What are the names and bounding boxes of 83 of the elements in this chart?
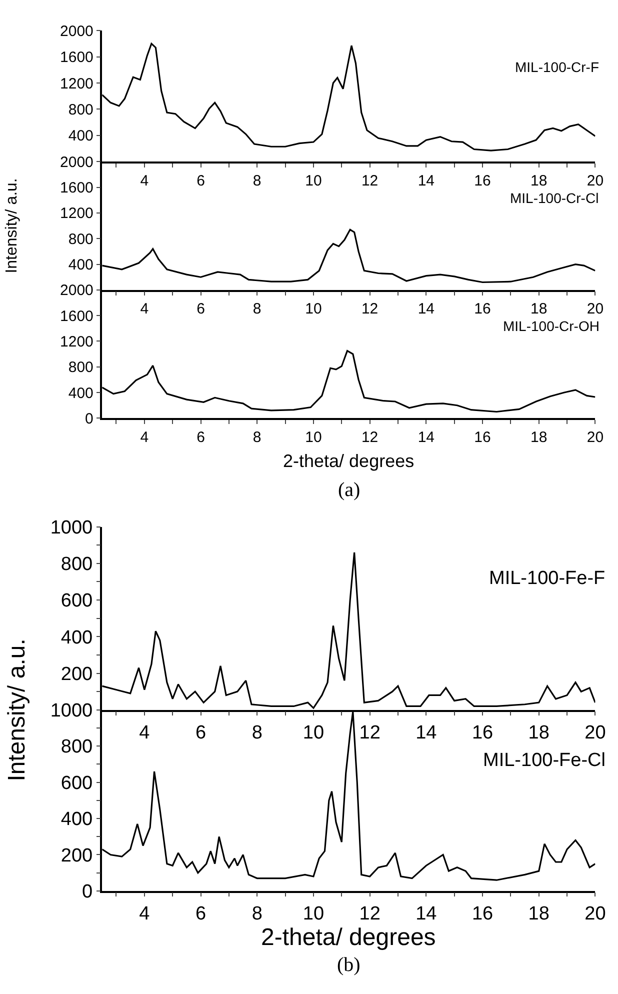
x-axis-title: 2-theta/ degrees xyxy=(283,451,414,471)
x-tick-label: 6 xyxy=(196,428,205,446)
x-axis-title: 2-theta/ degrees xyxy=(261,924,436,951)
x-tick-label: 12 xyxy=(361,300,378,318)
x-tick-label: 18 xyxy=(530,428,548,446)
x-tick-label: 10 xyxy=(305,300,322,318)
x-tick-label: 8 xyxy=(252,172,262,190)
x-tick-label: 12 xyxy=(359,722,380,744)
text: MIL-100-Cr-OH xyxy=(503,318,600,334)
y-tick-label: 1200 xyxy=(60,75,94,92)
x-tick-label: 14 xyxy=(416,722,438,744)
y-tick-label: 0 xyxy=(82,882,93,903)
x-tick-label: 10 xyxy=(305,172,322,190)
y-tick-label: 1200 xyxy=(60,333,94,350)
y-tick-label: 400 xyxy=(68,256,94,274)
y-tick-label: 1200 xyxy=(60,205,94,222)
y-tick-label: 800 xyxy=(68,359,94,376)
y-axis-title: Intensity/ a.u. xyxy=(4,178,21,274)
y-tick-label: 0 xyxy=(85,410,94,428)
x-tick-label: 16 xyxy=(472,904,494,925)
y-tick-label: 400 xyxy=(60,627,93,648)
x-tick-label: 16 xyxy=(474,428,491,446)
x-tick-label: 4 xyxy=(140,428,149,446)
x-tick-label: 4 xyxy=(139,722,150,744)
x-tick-label: 14 xyxy=(418,172,435,190)
x-tick-label: 20 xyxy=(584,722,606,744)
x-tick-label: 20 xyxy=(586,428,604,446)
y-tick-label: 800 xyxy=(68,101,94,118)
x-tick-label: 10 xyxy=(302,904,324,925)
text: MIL-100-Cr-F xyxy=(515,59,600,75)
x-tick-label: 4 xyxy=(140,172,149,190)
x-tick-label: 6 xyxy=(195,722,206,744)
x-tick-label: 20 xyxy=(584,904,606,925)
text: MIL-100-Cr-Cl xyxy=(510,190,599,206)
x-tick-label: 18 xyxy=(528,722,550,744)
x-tick-label: 20 xyxy=(586,172,604,190)
x-tick-label: 8 xyxy=(252,722,262,744)
y-tick-label: 600 xyxy=(60,772,93,794)
y-tick-label: 800 xyxy=(60,554,93,576)
x-tick-label: 10 xyxy=(302,722,324,744)
x-tick-label: 8 xyxy=(252,904,262,925)
x-tick-label: 12 xyxy=(361,428,378,446)
text: MIL-100-Fe-Cl xyxy=(483,750,606,771)
x-tick-label: 14 xyxy=(418,300,435,318)
x-tick-label: 6 xyxy=(196,172,205,190)
x-tick-label: 4 xyxy=(139,904,150,925)
x-tick-label: 6 xyxy=(195,904,206,925)
y-tick-label: 200 xyxy=(60,664,93,685)
x-tick-label: 20 xyxy=(586,300,604,318)
x-tick-label: 16 xyxy=(472,722,494,744)
y-tick-label: 400 xyxy=(68,384,94,402)
y-tick-label: 600 xyxy=(60,590,93,612)
x-tick-label: 6 xyxy=(196,300,205,318)
y-tick-label: 400 xyxy=(60,809,93,830)
y-tick-label: 1600 xyxy=(60,308,94,325)
y-tick-label: 1000 xyxy=(50,517,93,538)
x-tick-label: 12 xyxy=(361,172,378,190)
y-axis-title: Intensity/ a.u. xyxy=(4,638,31,782)
y-tick-label: 2000 xyxy=(60,22,94,40)
y-tick-label: 400 xyxy=(68,128,94,145)
y-tick-label: 800 xyxy=(60,736,93,758)
x-tick-label: 8 xyxy=(252,428,262,446)
y-tick-label: 1600 xyxy=(60,180,94,197)
x-tick-label: 16 xyxy=(474,300,491,318)
text: MIL-100-Fe-F xyxy=(489,568,606,589)
x-tick-label: 14 xyxy=(418,428,435,446)
x-tick-label: 18 xyxy=(530,300,548,318)
x-tick-label: 4 xyxy=(140,300,149,318)
y-tick-label: 800 xyxy=(68,230,94,248)
x-tick-label: 10 xyxy=(305,428,322,446)
x-tick-label: 12 xyxy=(359,904,380,925)
y-tick-label: 1000 xyxy=(50,700,93,722)
y-tick-label: 2000 xyxy=(60,282,94,300)
y-tick-label: 1600 xyxy=(60,49,94,66)
y-tick-label: 200 xyxy=(60,845,93,866)
x-tick-label: 18 xyxy=(530,172,548,190)
text: (a) xyxy=(338,479,360,501)
y-tick-label: 2000 xyxy=(60,154,94,171)
x-tick-label: 18 xyxy=(528,904,550,925)
x-tick-label: 14 xyxy=(416,904,438,925)
text: (b) xyxy=(337,954,360,976)
x-tick-label: 8 xyxy=(252,300,262,318)
x-tick-label: 16 xyxy=(474,172,491,190)
